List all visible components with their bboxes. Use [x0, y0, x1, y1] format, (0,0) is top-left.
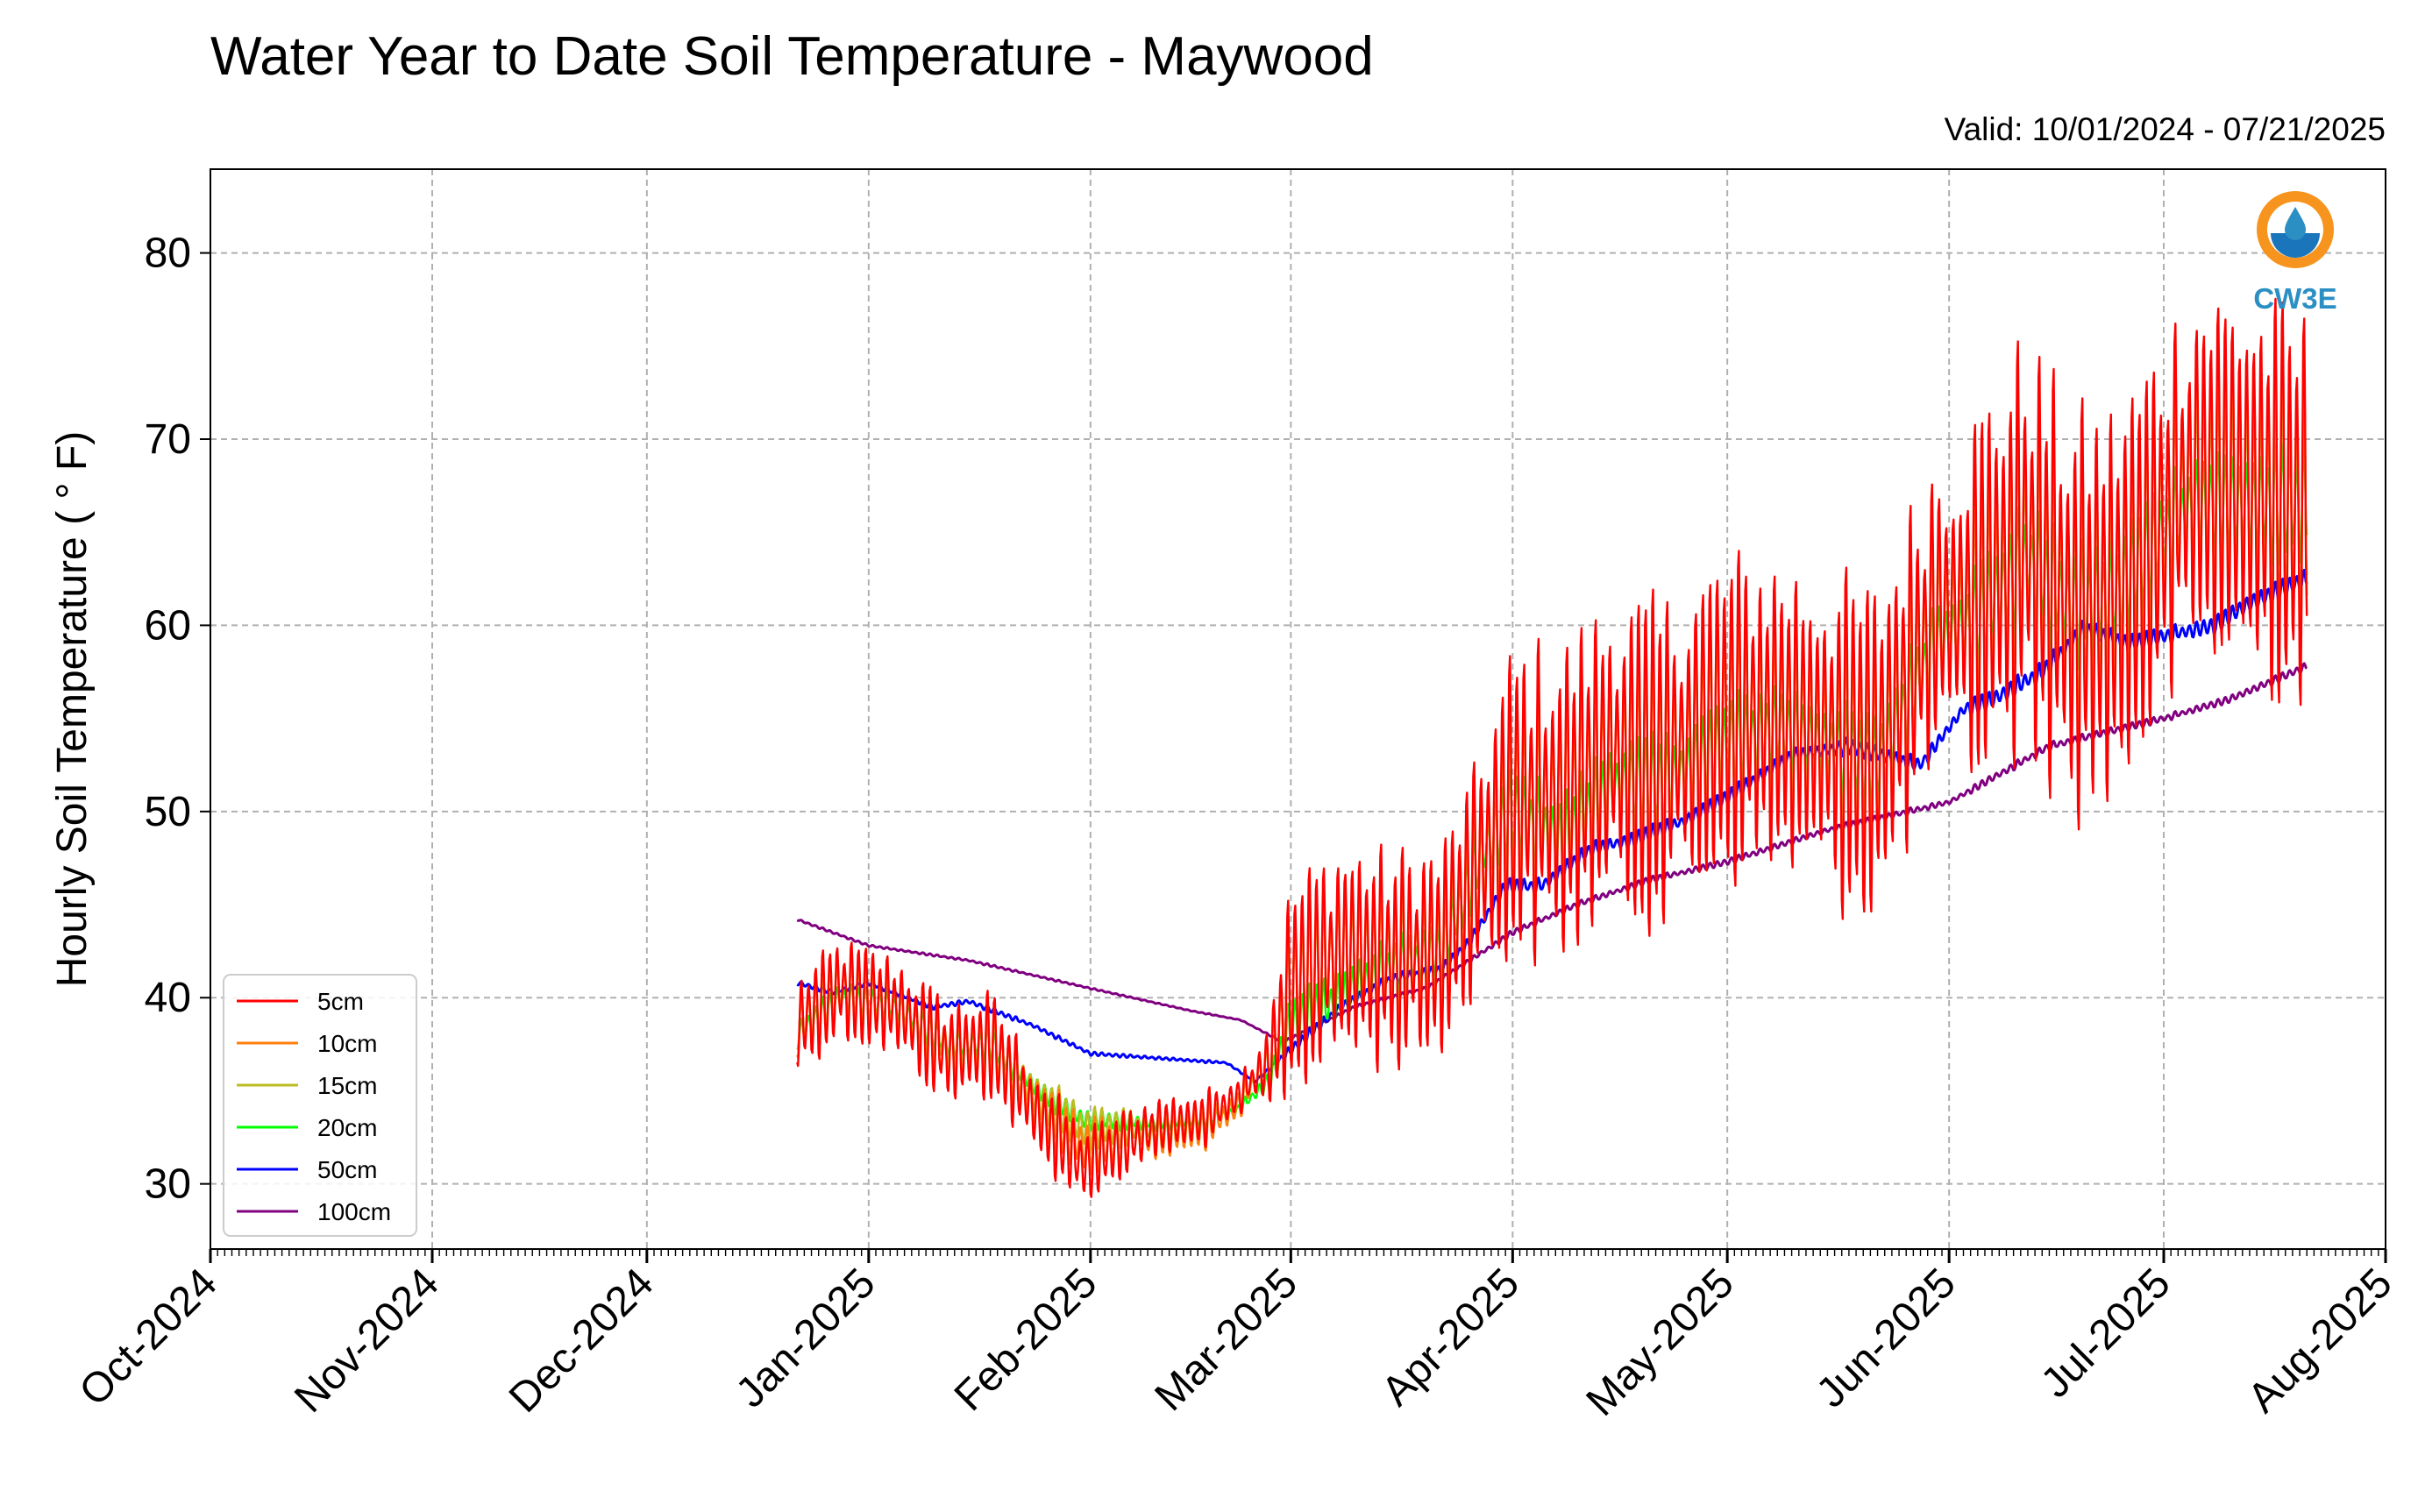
logo-text: CW3E	[2253, 282, 2336, 315]
x-tick-label: Aug-2025	[2239, 1260, 2401, 1422]
x-tick-label: Nov-2024	[286, 1260, 448, 1422]
grid-lines	[210, 169, 2386, 1249]
x-tick-label: Apr-2025	[1373, 1260, 1528, 1415]
legend-label-10cm: 10cm	[317, 1030, 377, 1057]
minor-ticks	[210, 1249, 2386, 1256]
y-tick-label: 50	[145, 789, 191, 835]
series-line-5cm	[796, 297, 2308, 1198]
legend-label-5cm: 5cm	[317, 988, 364, 1015]
y-tick-label: 80	[145, 231, 191, 277]
legend-label-100cm: 100cm	[317, 1198, 391, 1225]
plot-frame	[210, 168, 2386, 1250]
x-tick-label: Dec-2024	[501, 1260, 663, 1422]
x-tick-label: Feb-2025	[946, 1260, 1106, 1420]
x-tick-label: Jan-2025	[728, 1260, 885, 1416]
y-tick-label: 70	[145, 416, 191, 463]
legend-label-50cm: 50cm	[317, 1156, 377, 1183]
x-tick-label: Jun-2025	[1808, 1260, 1965, 1416]
valid-date-range: Valid: 10/01/2024 - 07/21/2025	[1945, 111, 2386, 147]
y-tick-label: 30	[145, 1161, 191, 1208]
x-tick-label: Mar-2025	[1146, 1260, 1306, 1420]
x-tick-label: May-2025	[1578, 1260, 1743, 1424]
chart-title: Water Year to Date Soil Temperature - Ma…	[210, 26, 1374, 87]
x-axis-ticks: Oct-2024 Nov-2024 Dec-2024 Jan-2025 Feb-2025…	[71, 1249, 2401, 1425]
legend: 5cm 10cm 15cm 20cm 50cm 100cm	[223, 974, 417, 1237]
y-tick-label: 40	[145, 975, 191, 1021]
y-tick-label: 60	[145, 602, 191, 649]
legend-label-15cm: 15cm	[317, 1072, 377, 1099]
y-axis-label: Hourly Soil Temperature ( ° F)	[49, 431, 96, 988]
x-tick-label: Jul-2025	[2032, 1260, 2180, 1407]
cw3e-logo: CW3E	[2253, 191, 2337, 315]
minor-tick-marks	[210, 1249, 2386, 1256]
y-axis-ticks: 30 40 50 60 70 80	[145, 231, 210, 1208]
series-line-100cm	[796, 662, 2308, 1046]
series-lines	[796, 297, 2308, 1198]
x-tick-label: Oct-2024	[71, 1260, 226, 1415]
legend-label-20cm: 20cm	[317, 1114, 377, 1141]
